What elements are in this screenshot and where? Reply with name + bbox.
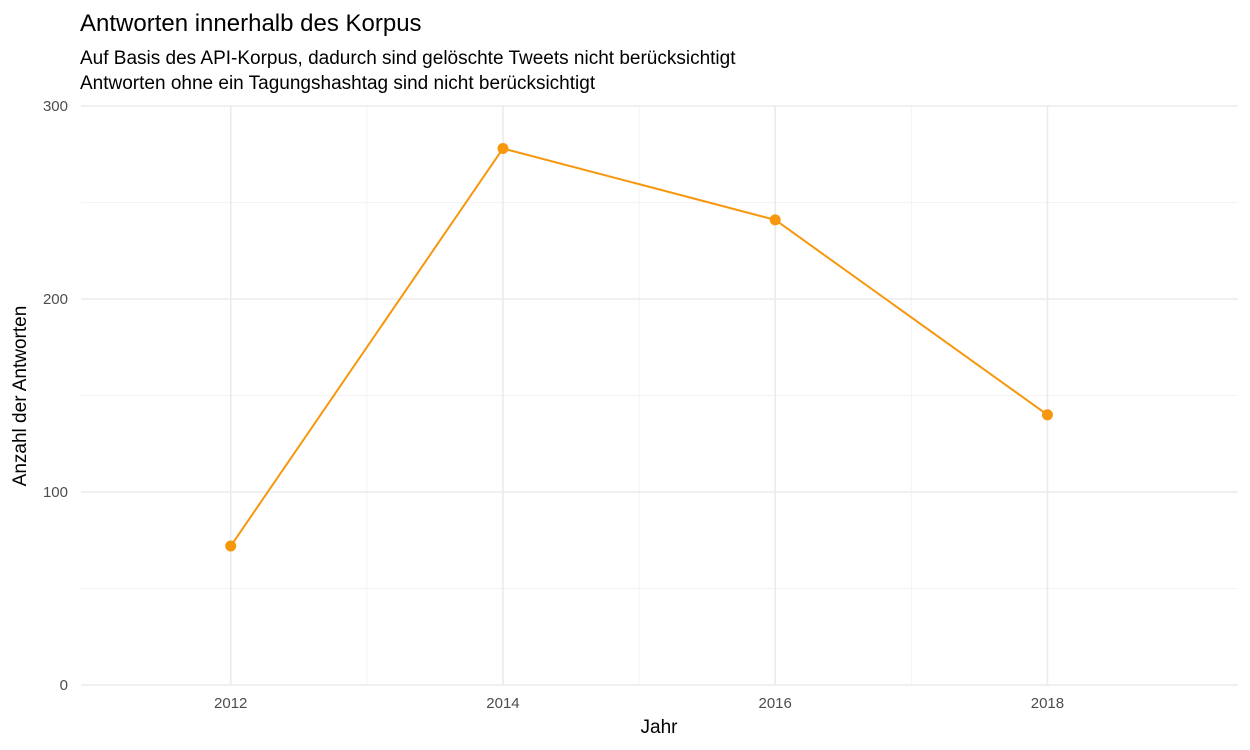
data-point bbox=[1041, 409, 1053, 421]
x-tick-label: 2014 bbox=[486, 695, 519, 712]
x-axis-ticks: 2012 2014 2016 2018 bbox=[214, 695, 1064, 712]
x-axis-title: Jahr bbox=[641, 717, 679, 738]
data-point bbox=[769, 214, 781, 226]
data-point bbox=[497, 142, 509, 154]
x-tick-label: 2018 bbox=[1031, 695, 1064, 712]
series-line bbox=[229, 147, 1049, 548]
grid bbox=[81, 105, 1238, 686]
y-tick-label: 300 bbox=[43, 98, 68, 115]
series-layer bbox=[225, 142, 1053, 552]
y-axis-ticks: 0 100 200 300 bbox=[43, 98, 68, 694]
y-tick-label: 100 bbox=[43, 484, 68, 501]
chart-title: Antworten innerhalb des Korpus bbox=[80, 10, 422, 37]
data-point bbox=[225, 540, 237, 552]
y-axis-title: Anzahl der Antworten bbox=[10, 306, 31, 487]
chart-subtitle-line-2: Antworten ohne ein Tagungshashtag sind n… bbox=[80, 73, 596, 94]
x-tick-label: 2012 bbox=[214, 695, 247, 712]
y-tick-label: 0 bbox=[60, 677, 68, 694]
y-tick-label: 200 bbox=[43, 291, 68, 308]
x-tick-label: 2016 bbox=[759, 695, 792, 712]
chart-subtitle-line-1: Auf Basis des API-Korpus, dadurch sind g… bbox=[80, 48, 736, 69]
